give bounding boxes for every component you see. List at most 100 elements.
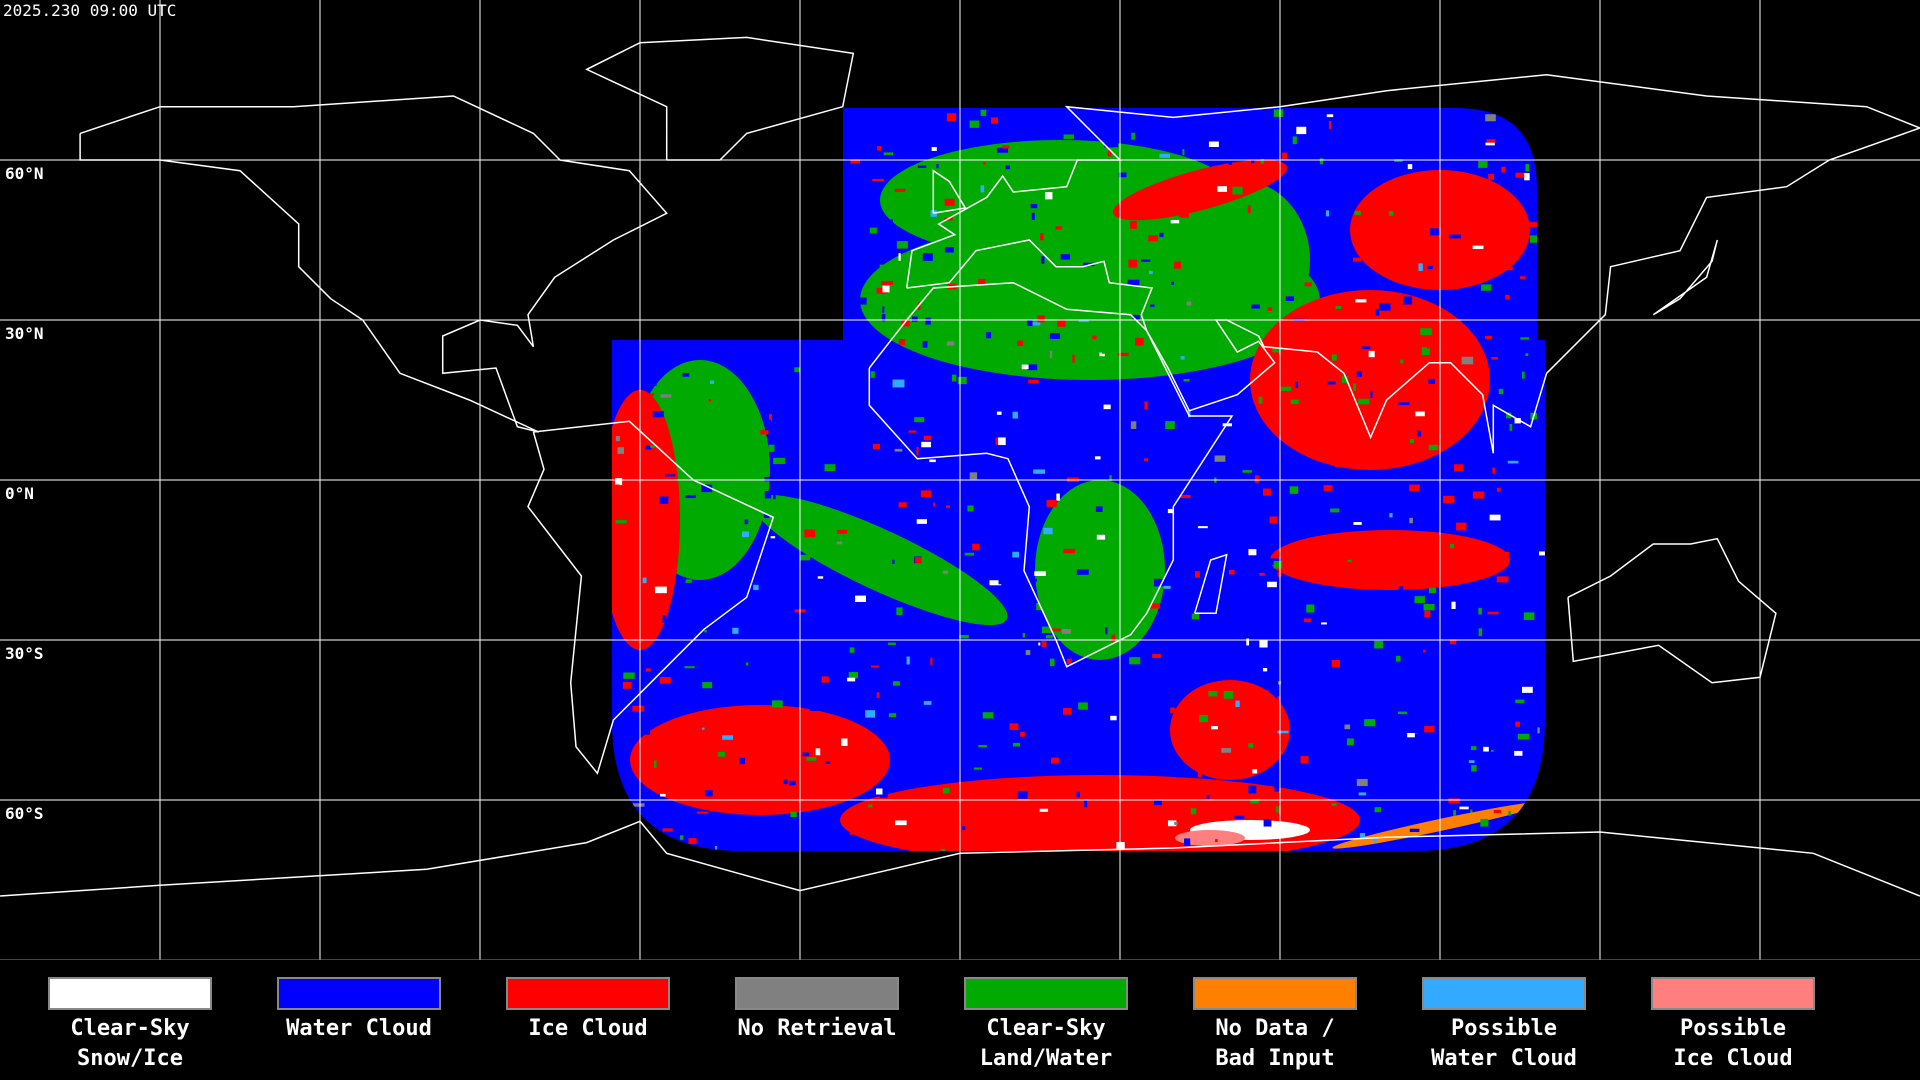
texture-speck <box>1142 387 1153 394</box>
texture-speck <box>1096 534 1106 540</box>
texture-speck <box>1223 799 1233 803</box>
texture-speck <box>922 340 928 348</box>
texture-speck <box>1398 402 1410 405</box>
texture-speck <box>1281 152 1288 160</box>
texture-speck <box>885 620 893 626</box>
texture-speck <box>1254 475 1260 483</box>
texture-speck <box>696 811 709 814</box>
texture-speck <box>1025 650 1031 656</box>
texture-speck <box>894 448 903 452</box>
texture-speck <box>837 529 848 534</box>
texture-speck <box>1181 616 1189 623</box>
coastline <box>1567 537 1777 684</box>
texture-speck <box>980 388 986 393</box>
texture-speck <box>1199 714 1208 723</box>
texture-speck <box>1331 659 1341 668</box>
texture-speck <box>1262 243 1270 248</box>
texture-speck <box>1099 352 1105 357</box>
texture-speck <box>969 120 980 128</box>
texture-speck <box>1361 346 1371 350</box>
texture-speck <box>821 676 829 683</box>
texture-speck <box>850 159 861 164</box>
texture-speck <box>615 436 620 442</box>
texture-speck <box>889 193 902 202</box>
texture-speck <box>1179 494 1191 499</box>
texture-speck <box>1017 791 1028 799</box>
texture-speck <box>916 519 927 524</box>
texture-speck <box>1184 216 1197 222</box>
texture-speck <box>1398 586 1404 594</box>
texture-speck <box>875 116 881 120</box>
texture-speck <box>1295 381 1299 388</box>
texture-speck <box>1031 322 1041 326</box>
texture-speck <box>944 198 955 206</box>
texture-speck <box>1206 794 1210 801</box>
texture-speck <box>1118 180 1126 188</box>
texture-speck <box>1034 571 1046 576</box>
texture-speck <box>1358 792 1367 796</box>
texture-speck <box>701 484 713 493</box>
ice-cloud-area <box>1170 680 1290 780</box>
texture-speck <box>1353 383 1357 391</box>
texture-speck <box>1377 546 1389 552</box>
texture-speck <box>823 794 831 802</box>
texture-speck <box>1485 335 1493 339</box>
texture-speck <box>1002 145 1010 149</box>
texture-speck <box>989 580 1002 586</box>
texture-speck <box>799 554 811 561</box>
texture-speck <box>871 665 879 668</box>
texture-speck <box>1489 514 1501 521</box>
texture-speck <box>1208 690 1218 697</box>
texture-speck <box>1180 356 1185 360</box>
texture-speck <box>1489 262 1495 266</box>
texture-speck <box>824 464 836 472</box>
texture-speck <box>1267 307 1273 311</box>
texture-speck <box>773 457 786 465</box>
texture-speck <box>662 828 673 832</box>
coastline <box>79 95 668 433</box>
texture-speck <box>1517 733 1530 740</box>
texture-speck <box>1130 220 1137 229</box>
texture-speck <box>1060 254 1071 260</box>
texture-speck <box>1367 413 1372 419</box>
texture-speck <box>1009 723 1019 731</box>
texture-speck <box>1325 210 1330 217</box>
texture-speck <box>645 445 652 450</box>
texture-speck <box>1320 189 1332 195</box>
texture-speck <box>1409 438 1415 443</box>
texture-speck <box>841 117 851 120</box>
texture-speck <box>1263 819 1272 827</box>
texture-speck <box>1378 303 1391 311</box>
texture-speck <box>1481 284 1492 291</box>
texture-speck <box>623 672 635 679</box>
texture-speck <box>1271 138 1277 144</box>
texture-speck <box>1027 808 1033 812</box>
texture-speck <box>1033 469 1046 474</box>
texture-speck <box>1068 701 1077 705</box>
texture-speck <box>1420 328 1432 336</box>
latitude-label: 30°S <box>5 644 44 663</box>
texture-speck <box>869 695 876 703</box>
texture-speck <box>881 281 894 285</box>
legend-label: No Retrieval <box>738 1016 897 1041</box>
texture-speck <box>888 642 896 646</box>
possible-ice-area <box>1175 830 1245 846</box>
texture-speck <box>659 496 669 504</box>
texture-speck <box>1524 173 1530 181</box>
texture-speck <box>1269 516 1278 524</box>
texture-speck <box>1446 426 1456 432</box>
texture-speck <box>815 748 821 756</box>
texture-speck <box>1055 226 1062 230</box>
texture-speck <box>1450 543 1454 549</box>
texture-speck <box>1171 281 1175 285</box>
legend-label: Ice Cloud <box>528 1016 647 1041</box>
texture-speck <box>1341 376 1349 384</box>
texture-speck <box>665 474 676 477</box>
texture-speck <box>906 656 910 665</box>
texture-speck <box>812 597 823 602</box>
texture-speck <box>1027 320 1033 327</box>
texture-speck <box>654 760 657 768</box>
texture-speck <box>1148 235 1158 242</box>
texture-speck <box>1502 266 1513 271</box>
legend-label: Water Cloud <box>1431 1046 1577 1071</box>
